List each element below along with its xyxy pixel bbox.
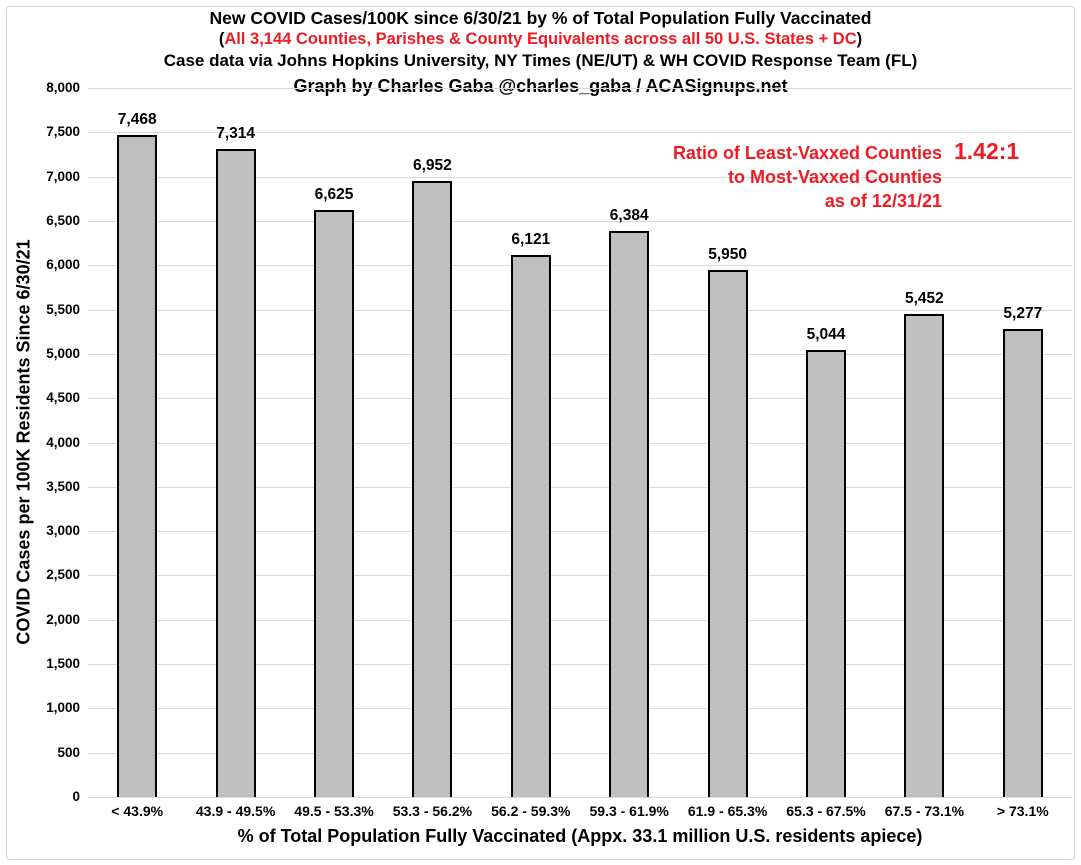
subtitle-close-paren: ) [856,30,863,48]
chart-source-line: Case data via Johns Hopkins University, … [163,51,918,70]
plot-area: 7,468 7,314 6,625 6,952 6,121 6,384 5,950 5,044… [88,88,1072,798]
ratio-annotation-line-2: to Most-Vaxxed Counties [727,167,942,187]
x-tick-label: 49.5 - 53.3% [294,803,374,819]
y-tick-label: 6,500 [46,212,80,228]
gridline [88,797,1072,798]
gridline [88,486,1072,488]
gridline [88,708,1072,710]
x-axis-title: % of Total Population Fully Vaccinated (… [237,826,923,846]
bar [510,254,551,797]
gridline [88,398,1072,400]
bar-value-label: 5,277 [1003,305,1043,323]
chart-subtitle: (All 3,144 Counties, Parishes & County E… [0,30,1081,49]
bar-value-label: 7,314 [216,124,255,142]
ratio-annotation-line-1: Ratio of Least-Vaxxed Counties [672,143,942,163]
bar-value-label: 6,625 [314,185,354,203]
chart-credit-line: Graph by Charles Gaba @charles_gaba / AC… [293,76,788,96]
gridline [88,88,1072,89]
bar [1002,329,1043,797]
y-tick-label: 1,500 [46,656,80,672]
y-tick-label: 4,000 [46,434,80,450]
gridline [88,220,1072,222]
bar [215,148,256,797]
y-tick-label: 3,000 [46,523,80,539]
bar-value-label: 5,950 [708,245,747,263]
x-tick-label: 65.3 - 67.5% [786,803,866,819]
y-tick-label: 0 [72,789,80,804]
x-tick-label: 53.3 - 56.2% [392,803,473,819]
y-tick-label: 4,500 [46,390,80,406]
bar [904,313,945,797]
bar-value-label: 6,121 [511,230,551,248]
ratio-annotation: Ratio of Least-Vaxxed Counties to Most-V… [673,141,942,213]
bar [314,209,354,797]
gridline [88,442,1072,444]
y-tick-label: 1,000 [46,700,80,716]
ratio-value: 1.42:1 [954,138,1020,164]
y-tick-label: 7,500 [46,124,80,140]
subtitle-text: All 3,144 Counties, Parishes & County Eq… [224,30,857,48]
ratio-annotation-line-3: as of 12/31/21 [824,191,942,211]
x-tick-label: 43.9 - 49.5% [195,803,276,819]
bar-value-label: 6,384 [609,207,649,225]
y-tick-label: 3,500 [46,478,80,494]
x-tick-label: 67.5 - 73.1% [884,803,965,819]
y-tick-label: 7,000 [46,168,80,184]
x-tick-label: > 73.1% [996,803,1049,819]
x-tick-label: 56.2 - 59.3% [491,803,571,819]
gridline [88,309,1072,311]
chart-title: New COVID Cases/100K since 6/30/21 by % … [209,8,872,28]
bar [609,231,650,797]
gridline [88,176,1072,178]
bar [707,269,748,797]
subtitle-open-paren: ( [218,30,225,48]
gridline [88,353,1072,355]
gridline [88,531,1072,533]
y-tick-label: 6,000 [46,257,80,273]
y-tick-label: 2,000 [46,611,80,627]
y-tick-label: 500 [57,744,80,760]
bar-value-label: 6,952 [412,156,452,174]
x-tick-label: < 43.9% [111,803,164,819]
gridline [88,265,1072,267]
x-tick-label: 59.3 - 61.9% [589,803,669,819]
bar [412,180,453,797]
gridline [88,575,1072,577]
bar [806,349,846,797]
y-tick-label: 5,500 [46,301,80,317]
gridline [88,619,1072,621]
x-tick-label: 61.9 - 65.3% [687,803,768,819]
bar-value-label: 5,452 [904,289,944,307]
y-tick-label: 5,000 [46,345,80,361]
gridline [88,132,1072,134]
bar-value-label: 5,044 [806,325,846,343]
gridline [88,664,1072,666]
bar-value-label: 7,468 [117,111,157,129]
gridline [88,752,1072,754]
y-tick-label: 2,500 [46,567,80,583]
y-tick-label: 8,000 [46,80,80,95]
bar [117,135,158,797]
